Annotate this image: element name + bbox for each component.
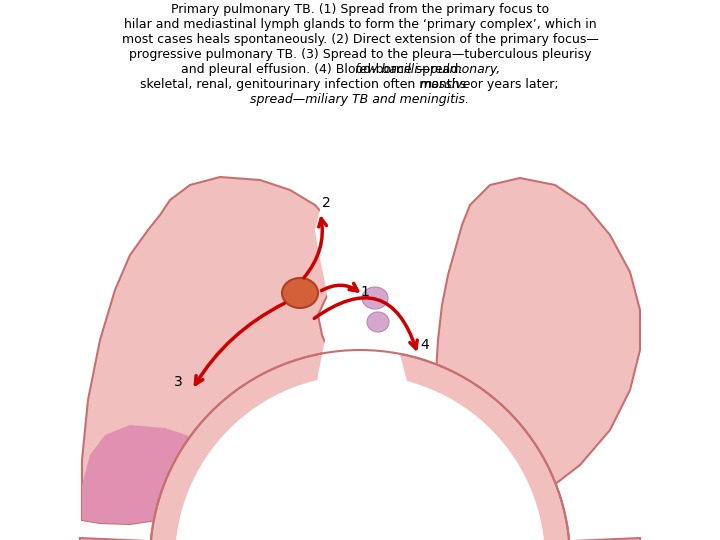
Text: 2: 2 <box>322 196 330 210</box>
Polygon shape <box>82 177 340 524</box>
Polygon shape <box>80 350 640 540</box>
Text: 4: 4 <box>420 338 428 352</box>
Text: 3: 3 <box>174 375 183 389</box>
Ellipse shape <box>367 312 389 332</box>
Text: 1: 1 <box>360 285 369 299</box>
Ellipse shape <box>362 287 388 309</box>
Wedge shape <box>175 375 545 540</box>
Ellipse shape <box>282 278 318 308</box>
Polygon shape <box>315 182 418 538</box>
Text: skeletal, renal, genitourinary infection often months or years later;: skeletal, renal, genitourinary infection… <box>140 78 580 91</box>
Text: progressive pulmonary TB. (3) Spread to the pleura—tuberculous pleurisy: progressive pulmonary TB. (3) Spread to … <box>129 48 591 61</box>
Text: few bacilli—pulmonary,: few bacilli—pulmonary, <box>356 63 500 76</box>
Text: massive: massive <box>419 78 471 91</box>
Text: hilar and mediastinal lymph glands to form the ‘primary complex’, which in: hilar and mediastinal lymph glands to fo… <box>124 18 596 31</box>
Text: most cases heals spontaneously. (2) Direct extension of the primary focus—: most cases heals spontaneously. (2) Dire… <box>122 33 598 46</box>
Polygon shape <box>430 178 640 516</box>
Polygon shape <box>82 425 220 524</box>
Text: Primary pulmonary TB. (1) Spread from the primary focus to: Primary pulmonary TB. (1) Spread from th… <box>171 3 549 16</box>
Text: spread—miliary TB and meningitis.: spread—miliary TB and meningitis. <box>251 93 469 106</box>
Text: and pleural effusion. (4) Blood-borne spread:: and pleural effusion. (4) Blood-borne sp… <box>181 63 539 76</box>
